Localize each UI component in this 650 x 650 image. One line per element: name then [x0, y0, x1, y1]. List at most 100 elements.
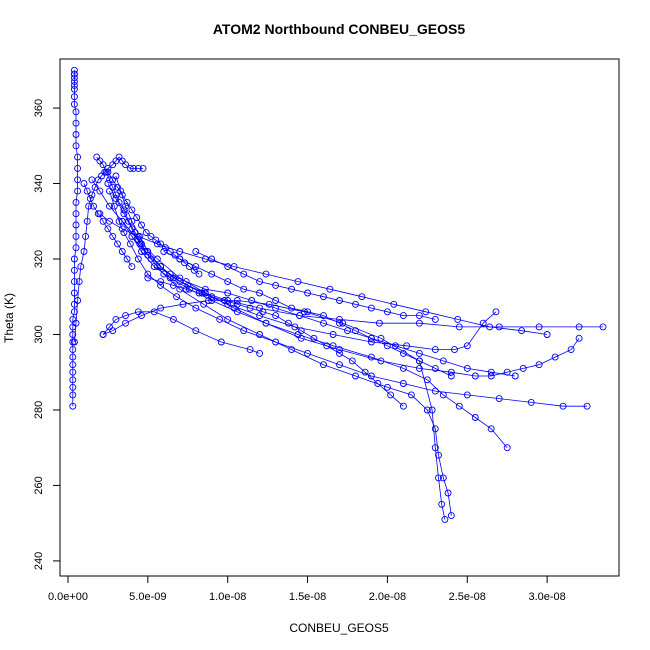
data-point — [230, 263, 238, 271]
data-point — [422, 308, 430, 316]
data-point — [454, 315, 462, 323]
data-point — [86, 195, 94, 203]
series-13 — [144, 274, 407, 410]
data-point — [348, 357, 356, 365]
data-point — [487, 425, 495, 433]
data-point — [471, 372, 479, 380]
x-tick-label: 2.0e-08 — [369, 591, 406, 603]
data-point — [118, 248, 126, 255]
data-point — [272, 338, 280, 346]
data-point — [169, 281, 177, 289]
y-tick-label: 300 — [33, 325, 45, 343]
data-point — [259, 308, 267, 316]
data-point — [70, 100, 78, 108]
data-point — [441, 515, 449, 523]
series-17 — [88, 176, 583, 380]
data-point — [377, 334, 385, 342]
data-point — [503, 368, 511, 376]
data-point — [431, 425, 439, 433]
data-point — [109, 176, 117, 184]
data-point — [176, 274, 184, 282]
series-line — [96, 156, 516, 377]
data-point — [543, 331, 551, 338]
data-point — [160, 248, 168, 255]
x-tick-label: 2.5e-08 — [449, 591, 486, 603]
data-point — [304, 308, 312, 316]
y-tick-label: 320 — [33, 250, 45, 268]
data-point — [153, 255, 161, 263]
data-point — [109, 327, 117, 335]
data-point — [428, 406, 436, 414]
data-point — [69, 353, 77, 361]
data-point — [70, 74, 78, 82]
data-point — [455, 402, 463, 410]
data-point — [83, 187, 91, 195]
data-point — [240, 270, 248, 278]
data-point — [535, 323, 543, 331]
data-point — [336, 349, 343, 357]
data-point — [391, 342, 399, 350]
data-point — [106, 217, 113, 225]
data-point — [74, 187, 82, 195]
data-point — [447, 368, 455, 376]
data-point — [80, 180, 88, 187]
data-point — [435, 451, 442, 459]
y-tick-label: 360 — [33, 99, 45, 117]
data-point — [72, 232, 80, 240]
data-point — [415, 312, 423, 320]
y-tick-label: 280 — [33, 401, 45, 419]
data-point — [70, 78, 78, 86]
data-point — [367, 372, 375, 380]
data-point — [157, 278, 165, 286]
data-point — [415, 319, 423, 327]
data-point — [106, 202, 113, 210]
data-point — [224, 315, 232, 323]
data-point — [110, 202, 118, 210]
data-point — [72, 108, 80, 116]
data-point — [90, 202, 97, 210]
data-point — [535, 361, 543, 369]
y-tick-label: 240 — [33, 552, 45, 570]
data-point — [487, 372, 495, 380]
data-point — [352, 327, 359, 335]
data-point — [141, 248, 149, 255]
x-tick-label: 1.5e-08 — [289, 591, 326, 603]
data-point — [72, 119, 80, 127]
series-4 — [104, 180, 455, 520]
data-point — [128, 217, 136, 225]
data-point — [518, 327, 526, 335]
data-point — [431, 387, 439, 395]
data-point — [126, 240, 134, 248]
data-point — [240, 285, 248, 293]
plot-area — [69, 66, 607, 523]
data-point — [70, 338, 78, 346]
data-point — [559, 402, 567, 410]
data-point — [114, 183, 121, 191]
series-line — [147, 277, 404, 407]
data-point — [320, 312, 327, 320]
data-point — [192, 327, 200, 335]
data-point — [320, 293, 327, 301]
data-point — [256, 278, 264, 286]
x-tick-label: 3.0e-08 — [528, 591, 565, 603]
data-point — [455, 323, 463, 331]
data-point — [134, 236, 142, 244]
x-tick-label: 0.0e+00 — [48, 591, 88, 603]
data-point — [139, 164, 147, 172]
data-point — [304, 289, 312, 297]
data-point — [367, 338, 375, 346]
data-point — [106, 187, 113, 195]
data-point — [399, 402, 407, 410]
data-point — [122, 161, 129, 169]
data-point — [256, 289, 264, 297]
data-point — [118, 217, 126, 225]
data-point — [128, 206, 136, 214]
data-point — [403, 342, 411, 350]
data-point — [358, 293, 366, 301]
series-5 — [112, 172, 607, 331]
data-point — [77, 263, 85, 271]
data-point — [415, 364, 423, 372]
data-point — [70, 66, 78, 74]
data-point — [134, 164, 142, 172]
data-point — [72, 319, 80, 327]
